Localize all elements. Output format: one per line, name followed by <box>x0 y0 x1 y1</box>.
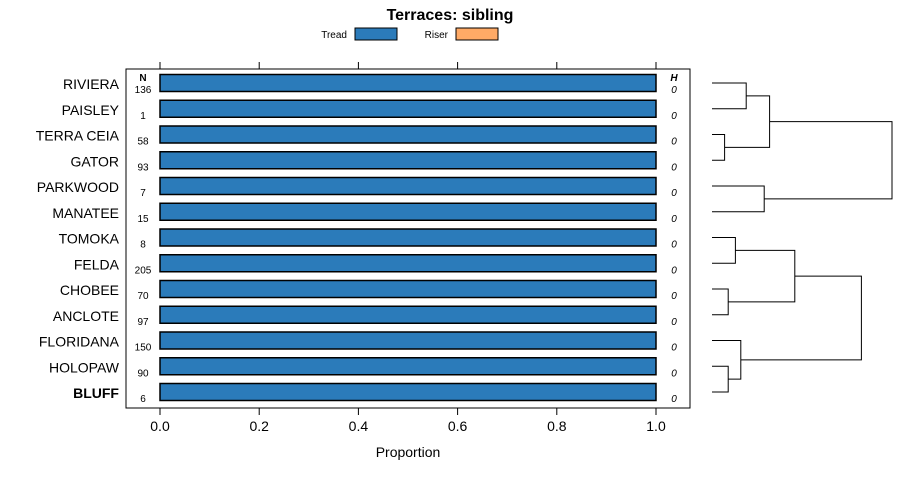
bar-tread-paisley <box>159 99 657 118</box>
bar-tread-anclote <box>159 305 657 324</box>
bar-tread-tomoka <box>159 228 657 247</box>
h-value-riviera: 0 <box>671 85 677 96</box>
bar-tread-riviera <box>159 73 657 93</box>
bar-tread-terra-ceia <box>159 125 657 144</box>
n-value-tomoka: 8 <box>140 240 146 251</box>
h-header: H <box>670 73 678 84</box>
h-value-parkwood: 0 <box>671 188 677 199</box>
h-value-tomoka: 0 <box>671 240 677 251</box>
h-value-bluff: 0 <box>671 394 677 405</box>
h-value-manatee: 0 <box>671 214 677 225</box>
legend-swatch-riser <box>455 27 499 41</box>
n-value-holopaw: 90 <box>137 368 149 379</box>
x-ticks-top <box>159 62 657 69</box>
dendrogram-link-5 <box>712 185 765 213</box>
category-label-manatee: MANATEE <box>52 205 119 221</box>
chart-title: Terraces: sibling <box>387 7 514 24</box>
n-value-floridana: 150 <box>135 343 152 354</box>
n-value-anclote: 97 <box>137 317 149 328</box>
x-tick-label-2: 0.4 <box>349 418 369 434</box>
bar-tread-felda <box>159 254 657 273</box>
category-label-tomoka: TOMOKA <box>59 231 120 247</box>
category-label-paisley: PAISLEY <box>62 102 120 118</box>
n-value-manatee: 15 <box>137 214 149 225</box>
category-label-riviera: RIVIERA <box>63 76 120 92</box>
dendrogram-link-4 <box>712 237 736 264</box>
dendrogram-link-9 <box>740 275 862 361</box>
bar-rows: RIVIERA 136 0 PAISLEY 1 0 TERRA CEIA 58 0 GATOR 93… <box>36 73 677 405</box>
bar-tread-manatee <box>159 202 657 221</box>
legend: Tread Riser <box>321 27 499 41</box>
x-tick-label-0: 0.0 <box>150 418 170 434</box>
category-label-gator: GATOR <box>71 153 120 169</box>
category-label-floridana: FLORIDANA <box>39 334 120 350</box>
bar-tread-holopaw <box>159 357 657 376</box>
x-ticks-bottom: 0.0 0.2 0.4 0.6 0.8 1.0 <box>150 408 666 434</box>
n-value-paisley: 1 <box>140 111 146 122</box>
dendrogram-link-0 <box>712 134 726 161</box>
n-value-felda: 205 <box>135 265 152 276</box>
dendrogram-link-2 <box>712 288 729 316</box>
x-tick-label-3: 0.6 <box>448 418 468 434</box>
x-axis-label: Proportion <box>376 444 441 460</box>
n-value-bluff: 6 <box>140 394 146 405</box>
h-value-terra-ceia: 0 <box>671 137 677 148</box>
dendrogram-link-10 <box>764 121 893 200</box>
h-value-holopaw: 0 <box>671 368 677 379</box>
n-header: N <box>139 73 146 84</box>
bar-tread-gator <box>159 151 657 170</box>
h-value-gator: 0 <box>671 162 677 173</box>
dendrogram <box>712 82 893 393</box>
h-value-felda: 0 <box>671 265 677 276</box>
bar-tread-parkwood <box>159 176 657 196</box>
dendrogram-link-8 <box>724 95 771 148</box>
legend-label-riser: Riser <box>425 30 449 41</box>
dendrogram-link-6 <box>712 340 742 380</box>
n-value-parkwood: 7 <box>140 188 146 199</box>
category-label-felda: FELDA <box>74 256 120 272</box>
category-label-holopaw: HOLOPAW <box>49 359 120 375</box>
plot-frame <box>125 68 691 409</box>
n-value-gator: 93 <box>137 162 149 173</box>
category-label-bluff: BLUFF <box>73 385 119 401</box>
category-label-terra-ceia: TERRA CEIA <box>36 128 120 144</box>
x-tick-label-4: 0.8 <box>547 418 567 434</box>
bar-tread-bluff <box>159 382 657 402</box>
n-value-terra-ceia: 58 <box>137 137 149 148</box>
dendrogram-link-3 <box>712 365 729 393</box>
dendrogram-link-7 <box>728 249 796 303</box>
h-value-anclote: 0 <box>671 317 677 328</box>
h-value-chobee: 0 <box>671 291 677 302</box>
x-tick-label-1: 0.2 <box>249 418 269 434</box>
category-label-anclote: ANCLOTE <box>53 308 119 324</box>
x-tick-label-5: 1.0 <box>646 418 666 434</box>
n-value-chobee: 70 <box>137 291 149 302</box>
category-label-chobee: CHOBEE <box>60 282 119 298</box>
category-label-parkwood: PARKWOOD <box>37 179 119 195</box>
legend-swatch-tread <box>354 27 398 41</box>
bar-tread-chobee <box>159 279 657 299</box>
bar-tread-floridana <box>159 331 657 350</box>
legend-label-tread: Tread <box>321 30 347 41</box>
dendrogram-link-1 <box>712 82 747 110</box>
h-value-floridana: 0 <box>671 343 677 354</box>
h-value-paisley: 0 <box>671 111 677 122</box>
n-value-riviera: 136 <box>135 85 152 96</box>
